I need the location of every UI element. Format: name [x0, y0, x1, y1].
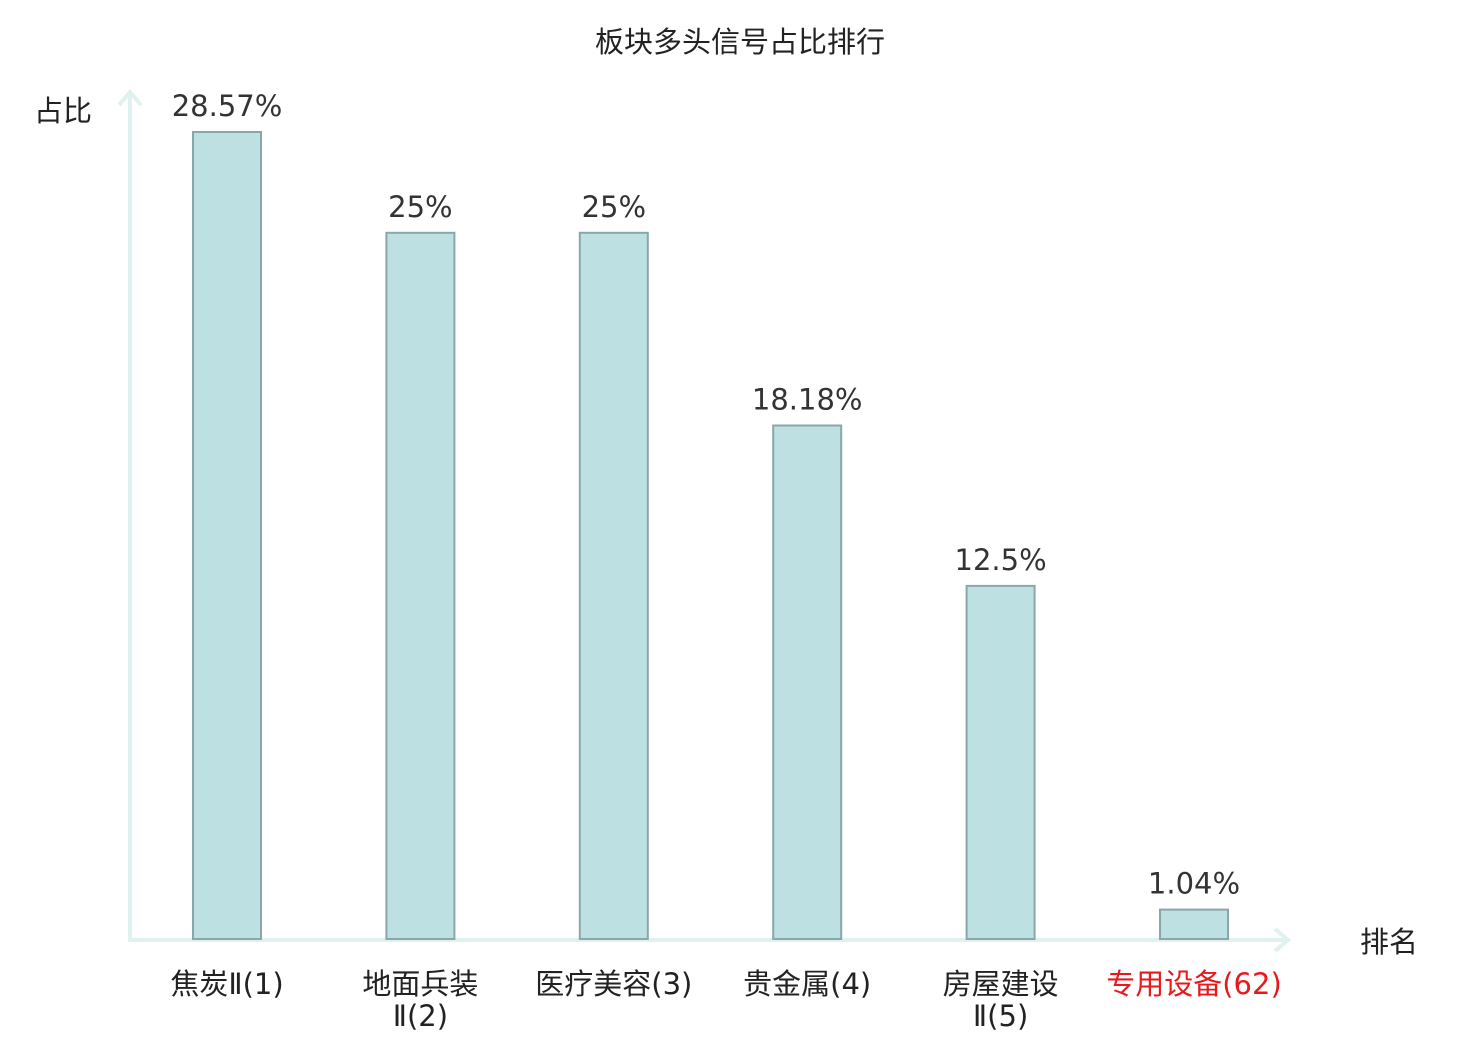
y-axis-arrow — [117, 88, 143, 107]
category-label-6: 专用设备(62) — [1106, 967, 1282, 1001]
x-axis-label: 排名 — [1360, 925, 1418, 959]
bars-group — [192, 131, 1229, 941]
x-axis-arrow — [1273, 927, 1292, 953]
data-label-3: 25% — [582, 190, 646, 224]
y-axis-label: 占比 — [34, 94, 92, 128]
data-label-6: 1.04% — [1148, 867, 1240, 901]
category-label-2: 地面兵装 Ⅱ(2) — [362, 967, 478, 1033]
category-labels-group: 焦炭Ⅱ(1) 地面兵装 Ⅱ(2) 医疗美容(3) 贵金属(4) 房屋建设 Ⅱ(5) 专用设备(… — [170, 967, 1281, 1033]
category-label-3: 医疗美容(3) — [535, 967, 692, 1001]
bar-3 — [578, 231, 649, 941]
bar-4 — [772, 424, 843, 940]
bar-1 — [192, 131, 262, 940]
value-labels-group: 28.57% 25% 25% 18.18% 12.5% 1.04% — [172, 89, 1240, 901]
bar-6 — [1159, 908, 1229, 940]
data-label-4: 18.18% — [752, 383, 863, 417]
data-label-1: 28.57% — [172, 89, 283, 123]
category-label-1: 焦炭Ⅱ(1) — [170, 967, 283, 1001]
category-label-4: 贵金属(4) — [743, 967, 871, 1001]
bar-2 — [385, 231, 456, 941]
category-label-5: 房屋建设 Ⅱ(5) — [943, 967, 1059, 1033]
data-label-5: 12.5% — [955, 543, 1047, 577]
bar-5 — [965, 584, 1036, 941]
data-label-2: 25% — [388, 190, 452, 224]
axes — [117, 88, 1292, 953]
chart-title: 板块多头信号占比排行 — [595, 25, 885, 59]
